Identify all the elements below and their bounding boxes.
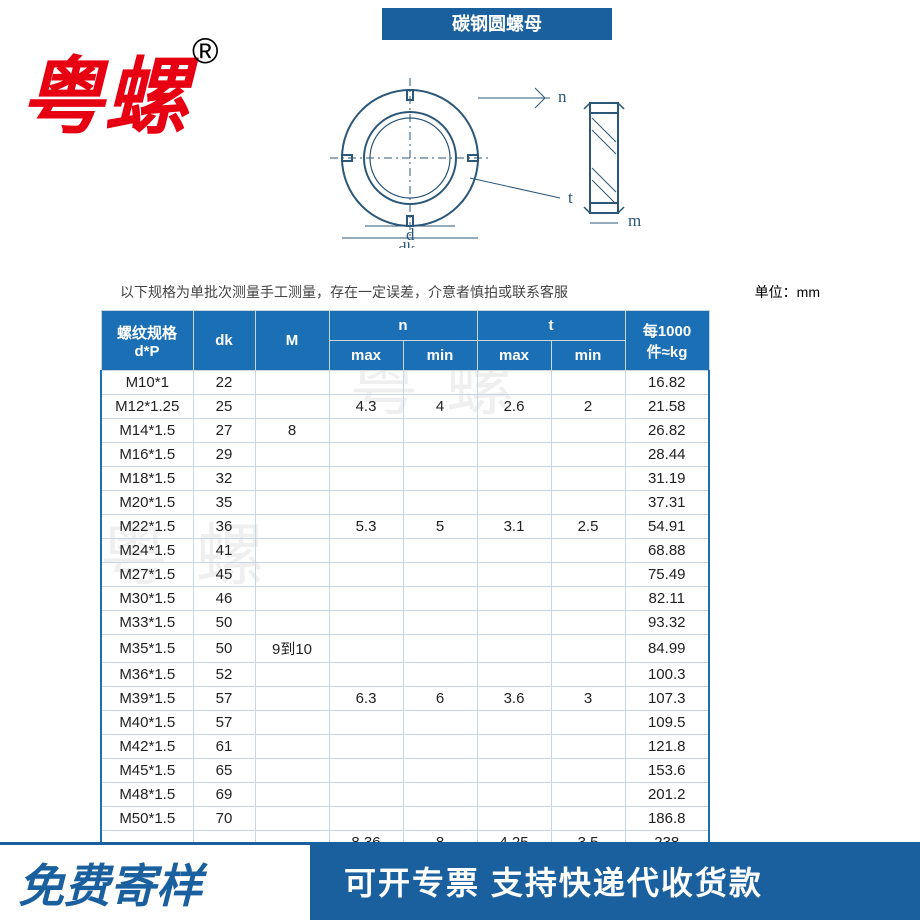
col-t: t [477, 311, 625, 341]
col-dk: dk [193, 311, 255, 371]
table-row: M45*1.565153.6 [101, 759, 709, 783]
table-row: M22*1.5365.353.12.554.91 [101, 515, 709, 539]
table-row: M14*1.527826.82 [101, 419, 709, 443]
diagram-label-m: m [628, 211, 641, 230]
brand-logo: 粤螺® [20, 30, 219, 151]
table-row: M40*1.557109.5 [101, 711, 709, 735]
col-n-min: min [403, 341, 477, 371]
table-row: M35*1.5509到1084.99 [101, 635, 709, 663]
table-row: M42*1.561121.8 [101, 735, 709, 759]
table-row: M12*1.25254.342.6221.58 [101, 395, 709, 419]
table-row: M50*1.570186.8 [101, 807, 709, 831]
brand-text: 粤螺 [20, 50, 188, 144]
table-row: M16*1.52928.44 [101, 443, 709, 467]
technical-diagram: n t m d dk [290, 58, 705, 248]
title-banner: 碳钢圆螺母 [382, 8, 612, 40]
table-row: M30*1.54682.11 [101, 587, 709, 611]
col-M: M [255, 311, 329, 371]
footer-left: 免费寄样 [0, 842, 310, 920]
table-row: M24*1.54168.88 [101, 539, 709, 563]
col-n-max: max [329, 341, 403, 371]
table-row: M48*1.569201.2 [101, 783, 709, 807]
col-n: n [329, 311, 477, 341]
specification-table: 螺纹规格 d*P dk M n t 每1000 件≈kg max min max… [100, 310, 710, 855]
col-spec: 螺纹规格 d*P [101, 311, 193, 371]
footer-bar: 免费寄样 可开专票 支持快递代收货款 [0, 842, 920, 920]
measurement-note: 以下规格为单批次测量手工测量，存在一定误差，介意者慎拍或联系客服 [120, 282, 820, 302]
col-t-max: max [477, 341, 551, 371]
diagram-label-dk: dk [398, 239, 416, 248]
table-row: M27*1.54575.49 [101, 563, 709, 587]
table-row: M18*1.53231.19 [101, 467, 709, 491]
col-t-min: min [551, 341, 625, 371]
diagram-label-n: n [558, 87, 567, 106]
table-row: M33*1.55093.32 [101, 611, 709, 635]
unit-label: 单位：mm [755, 282, 820, 302]
table-row: M10*12216.82 [101, 371, 709, 395]
table-row: M20*1.53537.31 [101, 491, 709, 515]
table-row: M39*1.5576.363.63107.3 [101, 687, 709, 711]
col-weight: 每1000 件≈kg [625, 311, 709, 371]
table-row: M36*1.552100.3 [101, 663, 709, 687]
diagram-label-t: t [568, 188, 573, 207]
registered-mark: ® [192, 30, 219, 71]
footer-right: 可开专票 支持快递代收货款 [310, 842, 920, 920]
